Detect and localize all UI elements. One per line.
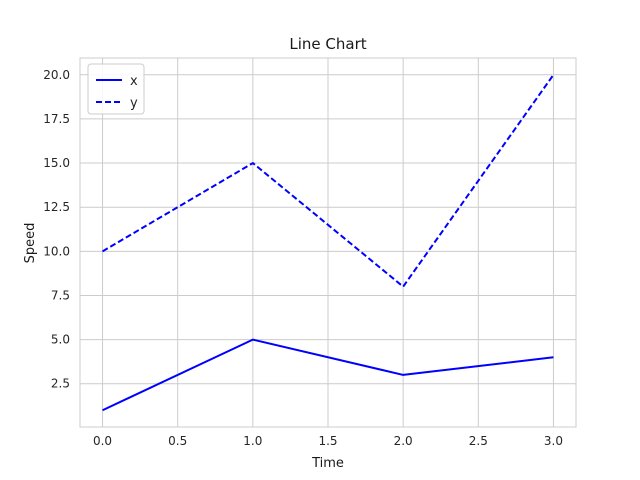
x-tick-label: 0.5 <box>168 434 187 448</box>
series-line-x <box>102 338 554 412</box>
x-tick-label: 1.0 <box>243 434 262 448</box>
y-axis-label: Speed <box>23 223 38 264</box>
y-tick-label: 7.5 <box>51 288 70 302</box>
x-axis-label: Time <box>311 456 344 471</box>
axes <box>79 57 577 428</box>
x-tick-label: 2.0 <box>394 434 413 448</box>
y-tick-label: 10.0 <box>43 244 70 258</box>
y-tick-label: 17.5 <box>43 112 70 126</box>
y-tick-label: 5.0 <box>51 333 70 347</box>
y-tick-label: 15.0 <box>43 156 70 170</box>
x-tick-label: 2.5 <box>469 434 488 448</box>
x-tick-label: 1.5 <box>318 434 337 448</box>
y-tick-label: 20.0 <box>43 68 70 82</box>
series-lines <box>102 74 555 412</box>
x-tick-label: 3.0 <box>544 434 563 448</box>
legend-label-y: y <box>130 96 138 111</box>
series-line-y <box>102 74 555 288</box>
legend-label-x: x <box>130 74 138 89</box>
y-tick-label: 2.5 <box>51 377 70 391</box>
legend: xy <box>87 63 145 115</box>
x-tick-label: 0.0 <box>93 434 112 448</box>
y-tick-label: 12.5 <box>43 200 70 214</box>
chart-title: Line Chart <box>289 35 366 53</box>
grid <box>80 58 576 427</box>
tick-labels: 0.0 0.5 1.0 1.5 2.0 2.5 3.0 2.5 5.0 7.5 10.0 12.5 15… <box>43 68 563 448</box>
plot-frame <box>79 57 577 428</box>
